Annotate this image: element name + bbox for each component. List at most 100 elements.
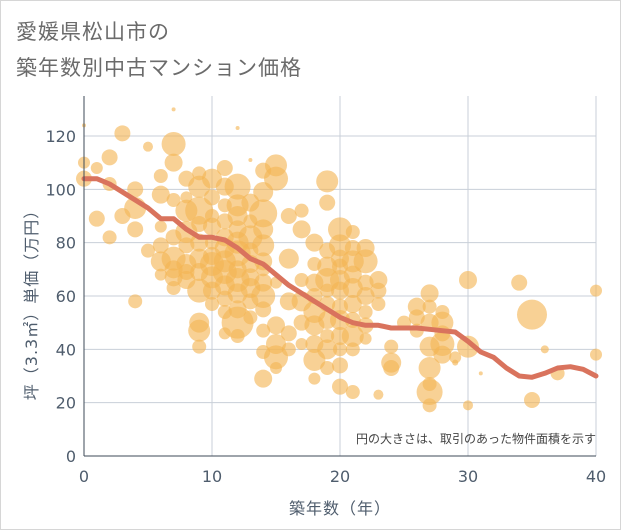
y-tick-label: 40: [56, 340, 76, 359]
bubble-point: [204, 189, 220, 206]
bubble-point: [353, 249, 378, 274]
bubble-point: [418, 357, 441, 379]
trend-line: [81, 176, 599, 380]
bubble-point: [511, 274, 528, 291]
y-tick-label: 100: [45, 180, 76, 199]
bubble-point: [281, 342, 296, 357]
y-tick-label: 0: [66, 447, 76, 466]
bubble-point: [205, 297, 219, 311]
bubble-point: [341, 325, 364, 347]
bubble-point: [524, 392, 540, 408]
x-tick-labels: 0 10 20 30 40: [79, 467, 606, 486]
bubble-point: [252, 234, 275, 257]
bubble-point: [270, 362, 282, 374]
bubble-point: [251, 284, 276, 308]
bubble-point: [320, 361, 335, 375]
bubble-point: [248, 158, 253, 162]
bubble-point: [230, 329, 245, 343]
bubble-point: [224, 173, 251, 200]
bubble-point: [345, 342, 360, 357]
bubble-point: [457, 335, 479, 358]
bubble-point: [373, 389, 384, 400]
bubble-point: [216, 160, 233, 176]
y-axis-label: 坪（3.3㎡）単価（万円）: [22, 202, 41, 400]
bubble-point: [294, 273, 309, 287]
bubble-point: [152, 237, 169, 254]
bubble-point: [267, 316, 285, 335]
bubble-point: [249, 199, 278, 228]
bubble-point: [278, 248, 299, 269]
bubble-point: [478, 371, 483, 376]
bubble-point: [127, 221, 144, 238]
y-tick-label: 20: [56, 394, 76, 413]
bubble-point: [319, 194, 336, 211]
y-tick-label: 80: [56, 234, 76, 253]
bubble-point: [188, 319, 211, 342]
x-tick-label: 30: [458, 467, 478, 486]
bubble-point: [463, 400, 473, 411]
bubble-point: [383, 360, 400, 376]
bubble-point: [127, 181, 144, 198]
bubble-point: [384, 339, 399, 354]
bubble-point: [90, 162, 103, 174]
x-tick-label: 20: [330, 467, 350, 486]
bubble-point: [416, 379, 443, 405]
bubble-point: [192, 339, 207, 354]
bubble-point: [292, 220, 311, 239]
x-tick-label: 10: [202, 467, 222, 486]
bubble-point: [164, 153, 183, 172]
bubble-point: [154, 220, 167, 233]
bubble-point: [114, 125, 131, 142]
bubble-point: [343, 295, 362, 313]
bubble-point: [264, 166, 288, 191]
bubble-point: [517, 299, 547, 330]
y-tick-labels: 0 20 40 60 80 100 120: [45, 127, 76, 466]
bubble-point: [358, 305, 373, 319]
bubble-point: [320, 329, 335, 343]
bubble-point: [459, 271, 477, 289]
bubble-point: [332, 378, 348, 395]
bubble-point: [203, 217, 221, 236]
bubble-point: [264, 345, 288, 370]
bubble-point: [370, 282, 387, 299]
bubble-point: [345, 385, 360, 399]
bubble-point: [449, 351, 462, 364]
bubble-point: [433, 345, 452, 364]
bubble-point: [295, 338, 308, 350]
bubble-point: [333, 342, 347, 357]
bubble-point: [254, 369, 273, 388]
bubble-point: [243, 310, 258, 325]
bubble-point: [320, 283, 335, 298]
bubble-point: [101, 149, 118, 166]
bubble-point: [305, 233, 324, 252]
bubble-point: [422, 398, 437, 413]
bubble-series: [76, 107, 602, 413]
axes: [83, 96, 596, 457]
bubble-point: [151, 185, 170, 204]
bubble-point: [153, 169, 168, 183]
chart-title-line-1: 愛媛県松山市の: [16, 20, 170, 44]
x-axis-label: 築年数（年）: [289, 499, 391, 518]
bubble-point: [141, 243, 155, 258]
bubble-point: [128, 294, 143, 309]
bubble-point: [359, 332, 372, 345]
bubble-point: [590, 284, 602, 297]
bubble-point: [255, 301, 272, 318]
bubble-point: [452, 359, 459, 366]
bubble-point: [143, 141, 153, 152]
bubble-point: [280, 208, 297, 224]
y-tick-label: 120: [45, 127, 76, 146]
bubble-point: [171, 107, 176, 112]
bubble-point: [540, 345, 549, 354]
bubble-point: [420, 284, 439, 303]
bubble-point: [422, 299, 437, 314]
bubble-point: [253, 219, 274, 240]
bubble-point: [308, 372, 321, 385]
y-tick-label: 60: [56, 287, 76, 306]
bubble-point: [280, 325, 297, 342]
bubble-point: [316, 170, 339, 193]
bubble-point: [590, 348, 602, 361]
bubble-point: [102, 230, 117, 245]
bubble-point: [371, 297, 386, 311]
